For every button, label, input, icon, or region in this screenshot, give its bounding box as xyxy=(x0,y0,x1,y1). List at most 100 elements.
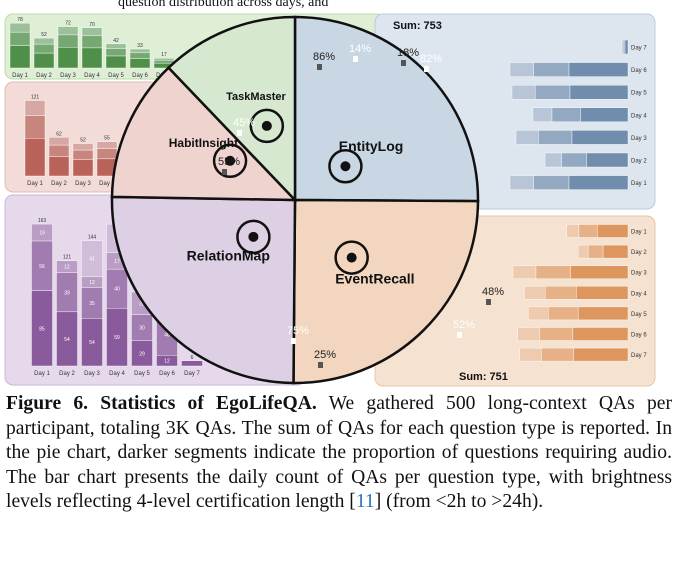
bar-segment xyxy=(81,35,103,49)
muted-speaker-icon xyxy=(457,332,462,338)
category-icon-core xyxy=(346,252,357,263)
day-label: Day 2 xyxy=(36,73,52,79)
hbar-segment xyxy=(509,175,534,190)
citation-link[interactable]: 11 xyxy=(355,491,375,513)
speaker-icon xyxy=(222,169,227,175)
bar-segment xyxy=(57,34,79,48)
hbar-segment xyxy=(538,130,573,145)
no-audio-percent: 75% xyxy=(287,325,309,337)
day-label: Day 2 xyxy=(631,250,647,256)
bar-segment xyxy=(72,159,94,177)
figure-label: Figure 6. xyxy=(6,393,89,414)
day-label: Day 4 xyxy=(109,371,125,377)
hbar-segment xyxy=(509,62,534,77)
caption-title: Statistics of EgoLifeQA. xyxy=(100,393,317,414)
bar-value-label: 52 xyxy=(41,32,47,38)
figure: question distribution across days, and 7… xyxy=(4,0,656,387)
no-audio-percent: 82% xyxy=(420,53,442,65)
category-name: RelationMap xyxy=(187,248,270,264)
no-audio-percent: 14% xyxy=(349,43,371,55)
hbar-segment xyxy=(535,265,571,279)
audio-required-percent: 48% xyxy=(482,286,504,298)
hbar-segment xyxy=(544,152,562,168)
bar-value-label: 62 xyxy=(56,131,62,137)
hbar-segment xyxy=(586,152,629,168)
bar-value-label: 52 xyxy=(80,138,86,144)
bar-segment xyxy=(24,115,46,139)
hbar-segment xyxy=(548,306,579,321)
muted-speaker-icon xyxy=(237,130,242,136)
hbar-segment xyxy=(512,265,537,279)
bar-value-label: 55 xyxy=(104,136,110,142)
hbar-segment xyxy=(602,244,629,259)
bar-segment xyxy=(33,43,55,54)
day-label: Day 3 xyxy=(631,271,647,277)
bar-segment xyxy=(48,137,70,146)
audio-required-percent: 18% xyxy=(397,47,419,59)
speaker-icon xyxy=(317,64,322,70)
hbar-segment xyxy=(587,244,604,259)
no-audio-percent: 52% xyxy=(453,319,475,331)
bar-segment-label: 12 xyxy=(164,359,170,365)
caption-tail: ] (from <2h to >24h). xyxy=(374,491,544,513)
category-icon xyxy=(212,143,248,179)
muted-speaker-icon xyxy=(353,56,358,62)
audio-required-percent: 25% xyxy=(314,349,336,361)
hbar-segment xyxy=(533,175,570,190)
bar-segment xyxy=(129,48,151,54)
bar-segment xyxy=(96,141,118,149)
hbar-segment xyxy=(539,327,574,341)
day-label: Day 3 xyxy=(84,371,100,377)
hbar-segment xyxy=(580,107,629,123)
top-cropped-text: question distribution across days, and xyxy=(118,0,328,10)
bar-segment-label: 12 xyxy=(64,265,70,271)
hbar-segment xyxy=(569,84,629,100)
bar-segment xyxy=(31,223,53,242)
day-label: Day 7 xyxy=(184,371,200,377)
day-label: Day 1 xyxy=(27,181,43,187)
hbar-segment xyxy=(597,224,629,238)
bar-segment xyxy=(57,47,79,69)
category-icon xyxy=(249,108,285,144)
audio-required-percent: 86% xyxy=(313,51,335,63)
bar-segment-label: 40 xyxy=(114,287,120,293)
bar-segment xyxy=(81,240,103,278)
speaker-icon xyxy=(401,60,406,66)
pie-slice xyxy=(110,65,298,202)
day-label: Day 7 xyxy=(631,46,647,52)
bar-value-label: 121 xyxy=(63,255,72,261)
bar-segment-label: 41 xyxy=(89,257,95,263)
day-label: Day 1 xyxy=(631,230,647,236)
bar-segment xyxy=(129,58,151,69)
bar-segment-label: 30 xyxy=(139,326,145,332)
bar-segment-label: 59 xyxy=(114,335,120,341)
day-label: Day 1 xyxy=(12,73,28,79)
category-name: HabitInsight xyxy=(169,136,238,150)
day-label: Day 5 xyxy=(134,371,150,377)
muted-speaker-icon xyxy=(291,338,296,344)
bar-segment xyxy=(105,48,127,57)
hbar-segment xyxy=(561,152,587,168)
caption-body: We gathered 500 long-context QAs per par… xyxy=(6,393,672,513)
bar-segment-label: 56 xyxy=(39,264,45,270)
bar-segment xyxy=(72,143,94,151)
hbar-segment xyxy=(577,306,629,321)
sum-label: Sum: 753 xyxy=(393,20,442,32)
hbar-segment xyxy=(568,62,629,77)
hbar-segment xyxy=(568,175,629,190)
chart-labels: EntityLog EventRecall RelationMap HabitInsi… xyxy=(169,43,504,368)
bar-segment xyxy=(153,59,175,64)
bar-segment-label: 39 xyxy=(64,290,70,296)
bar-segment-label: 85 xyxy=(39,326,45,332)
bar-segment xyxy=(56,260,78,273)
bar-segment xyxy=(9,22,31,33)
bar-segment xyxy=(181,360,203,367)
bar-value-label: 163 xyxy=(38,218,47,224)
bar-segment xyxy=(153,58,175,61)
category-icon-core xyxy=(261,120,272,131)
figure-caption: Figure 6. Statistics of EgoLifeQA. We ga… xyxy=(6,392,672,515)
bar-segment xyxy=(105,43,127,49)
day-label: Day 1 xyxy=(34,371,50,377)
category-icon xyxy=(236,219,271,255)
day-label: Day 5 xyxy=(631,312,647,318)
